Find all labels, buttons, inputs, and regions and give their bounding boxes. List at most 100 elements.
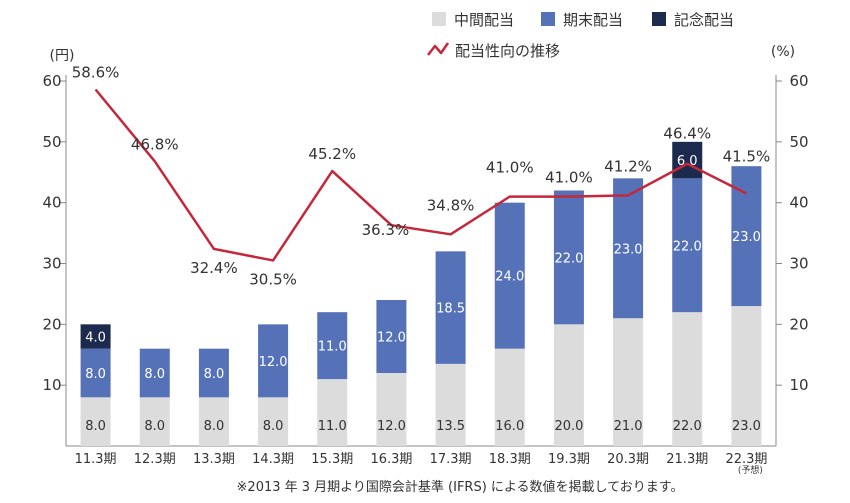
bars (80, 141, 762, 446)
bar-segment (435, 251, 466, 364)
bar-segment (613, 178, 644, 319)
bar-segment-label: 22.0 (673, 419, 702, 434)
legend-label: 期末配当 (563, 11, 623, 29)
category-label: 13.3期 (193, 452, 235, 467)
legend-label: 記念配当 (674, 11, 734, 29)
legend-swatch (541, 12, 555, 26)
right-tick-label: 40 (789, 194, 808, 212)
bar-segment (376, 300, 407, 373)
bar-segment-label: 8.0 (144, 419, 165, 434)
bar-segment-label: 11.0 (318, 419, 347, 434)
bar-segment-label: 21.0 (614, 419, 643, 434)
bar-segment (494, 202, 525, 349)
bar-segment-label: 13.5 (436, 419, 465, 434)
right-tick-label: 50 (789, 133, 808, 151)
category-label: 14.3期 (252, 452, 294, 467)
category-label: 21.3期 (666, 452, 708, 467)
bar-segment (672, 312, 703, 446)
legend-swatch (652, 12, 666, 26)
right-tick-label: 30 (789, 255, 808, 273)
bar-segment-label: 16.0 (495, 419, 524, 434)
bar-segment-label: 4.0 (85, 331, 106, 346)
bar-segment (317, 379, 348, 446)
bar-segment (494, 348, 525, 446)
payout-ratio-label: 41.0% (545, 169, 593, 187)
legend-label: 配当性向の推移 (455, 42, 560, 60)
left-tick-label: 40 (42, 194, 61, 212)
payout-line (94, 88, 747, 262)
category-labels: 11.3期 12.3期 13.3期 14.3期 15.3期 16.3期 17.3期 18.3期… (75, 452, 768, 476)
left-tick-label: 60 (42, 72, 61, 90)
bar-segment (80, 397, 111, 446)
right-tick-label: 10 (789, 376, 808, 394)
bar-segment (672, 141, 703, 179)
bar-segment (376, 373, 407, 446)
bar-segment (258, 324, 289, 398)
category-label: 17.3期 (430, 452, 472, 467)
payout-ratio-label: 46.8% (131, 135, 179, 153)
payout-ratio-label: 58.6% (72, 64, 120, 82)
left-axis-unit: (円) (50, 48, 75, 64)
bar-segment (553, 324, 584, 446)
bar-segment-label: 23.0 (732, 419, 761, 434)
bar-segment-label: 18.5 (436, 302, 465, 317)
legend-swatch (432, 12, 446, 26)
bar-segment-label: 12.0 (377, 331, 406, 346)
category-label: 19.3期 (548, 452, 590, 467)
bar-segment (258, 397, 289, 446)
bar-segment (198, 397, 229, 446)
bar-segment (80, 324, 111, 349)
payout-labels: 58.6% 46.8% 32.4% 30.5% 45.2% 36.3% 34.8% 41.0%… (72, 64, 770, 289)
payout-ratio-label: 46.4% (663, 125, 711, 143)
bar-segment-label: 8.0 (204, 367, 225, 382)
category-label: 11.3期 (75, 452, 117, 467)
bar-segment-label: 20.0 (554, 419, 583, 434)
category-label: 16.3期 (370, 452, 412, 467)
right-axis-unit: (%) (771, 44, 795, 60)
bar-segment (198, 348, 229, 398)
bar-segment-label: 8.0 (204, 419, 225, 434)
left-tick-label: 50 (42, 133, 61, 151)
payout-ratio-line (94, 88, 747, 262)
left-tick-label: 30 (42, 255, 61, 273)
bar-segment-label: 22.0 (554, 251, 583, 266)
right-tick-label: 20 (789, 315, 808, 333)
bar-segment (139, 348, 170, 398)
legend-label: 中間配当 (454, 11, 514, 29)
bar-segment (317, 312, 348, 380)
payout-ratio-label: 34.8% (427, 196, 475, 214)
payout-ratio-label: 41.0% (486, 159, 534, 177)
axes: (円) (%) 10 20 30 40 50 60 10 20 30 40 50 60 (42, 44, 809, 447)
category-label: 12.3期 (134, 452, 176, 467)
bar-segment-label: 8.0 (85, 367, 106, 382)
payout-ratio-label: 45.2% (308, 145, 356, 163)
category-note: (予想) (738, 464, 763, 476)
segment-labels: 8.0 8.0 4.0 8.0 8.0 8.0 8.0 8.0 12.0 11.0 11.0 12.0… (85, 154, 761, 434)
bar-segment-label: 22.0 (673, 239, 702, 254)
bar-segment (672, 178, 703, 313)
bar-segment-label: 12.0 (259, 355, 288, 370)
bar-segment (553, 190, 584, 325)
bar-segment-label: 8.0 (263, 419, 284, 434)
bar-segment (139, 397, 170, 446)
left-tick-label: 10 (42, 376, 61, 394)
bar-segment (731, 306, 762, 446)
payout-ratio-label: 41.5% (723, 148, 771, 166)
bar-segment-label: 8.0 (85, 419, 106, 434)
left-tick-label: 20 (42, 315, 61, 333)
bar-segment (435, 363, 466, 446)
bar-segment-label: 23.0 (614, 242, 643, 257)
payout-ratio-label: 30.5% (249, 270, 297, 288)
category-label: 22.3期 (725, 452, 767, 467)
bar-segment-label: 11.0 (318, 340, 347, 355)
right-tick-label: 60 (789, 72, 808, 90)
bar-segment-label: 8.0 (144, 367, 165, 382)
bar-segment-label: 24.0 (495, 270, 524, 285)
payout-ratio-label: 41.2% (604, 157, 652, 175)
legend-line-icon (427, 42, 450, 56)
category-label: 20.3期 (607, 452, 649, 467)
footnote: ※2013 年 3 月期より国際会計基準 (IFRS) による数値を掲載しており… (237, 479, 684, 495)
bar-segment (613, 318, 644, 446)
